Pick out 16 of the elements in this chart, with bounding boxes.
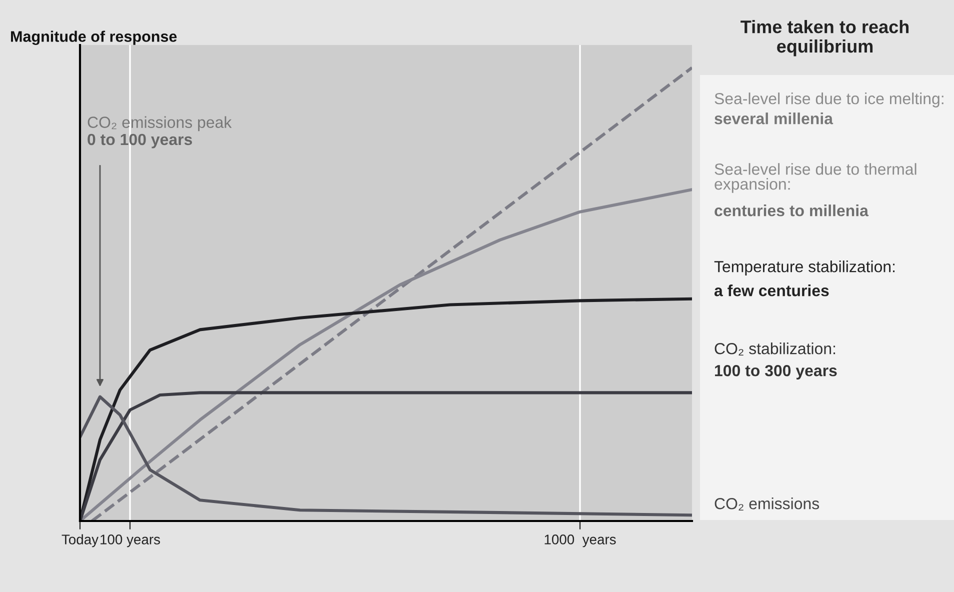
series-label: CO₂ emissions bbox=[714, 498, 820, 510]
annotation: CO₂ emissions peak bbox=[88, 116, 232, 132]
text: centuries to millenia bbox=[714, 204, 869, 216]
x-tick-label: Today bbox=[62, 534, 99, 548]
text: CO₂ stabilization: bbox=[714, 342, 836, 356]
text: 100 to 300 years bbox=[715, 364, 837, 380]
text: a few centuries bbox=[714, 284, 829, 296]
x-tick-label: 1000 years bbox=[544, 534, 616, 548]
series-label: Sea-level rise due to thermal expansion: bbox=[714, 163, 916, 193]
text: Sea-level rise due to ice melting: bbox=[714, 92, 944, 108]
annotation: 0 to 100 years bbox=[88, 134, 192, 148]
text: several millenia bbox=[714, 112, 834, 124]
x-tick-label: 100 years bbox=[100, 534, 160, 548]
y-axis-title: Magnitude of response bbox=[11, 30, 177, 45]
text: Temperature stabilization: bbox=[714, 260, 895, 276]
legend-title: Time taken to reach equilibrium bbox=[740, 20, 909, 56]
